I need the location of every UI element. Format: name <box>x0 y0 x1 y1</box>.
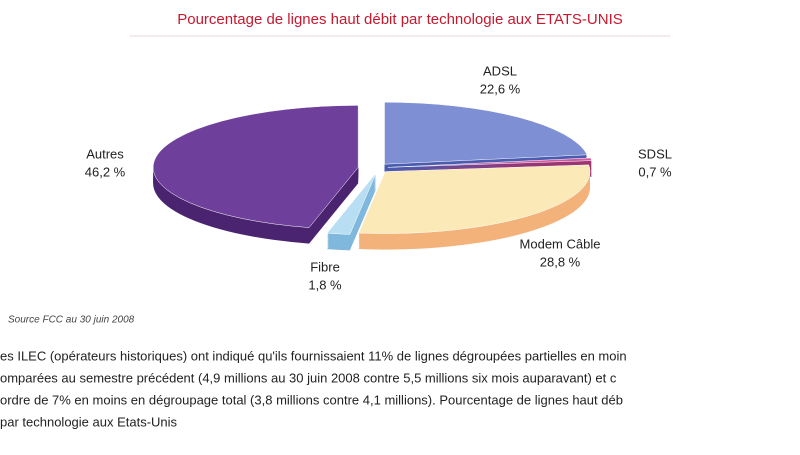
slice-label: ADSL <box>483 63 517 78</box>
chart-title: Pourcentage de lignes haut débit par tec… <box>177 11 623 28</box>
slice-label: Modem Câble <box>520 236 601 251</box>
slice-value-label: 46,2 % <box>85 164 126 179</box>
source: Source FCC au 30 juin 2008 <box>8 315 135 326</box>
body-line: es ILEC (opérateurs historiques) ont ind… <box>0 348 627 363</box>
pie-slice <box>326 172 377 235</box>
body-line: ordre de 7% en moins en dégroupage total… <box>0 392 623 407</box>
slice-value-label: 22,6 % <box>480 81 521 96</box>
slice-value-label: 28,8 % <box>540 254 581 269</box>
body-line: omparées au semestre précédent (4,9 mill… <box>0 370 617 385</box>
slice-label: Autres <box>86 146 124 161</box>
body-line: par technologie aux Etats-Unis <box>0 414 178 429</box>
pie-slice <box>387 157 593 168</box>
pie-slice <box>152 105 359 228</box>
pie-slice <box>384 101 588 165</box>
slice-label: SDSL <box>638 146 672 161</box>
slice-value-label: 0,7 % <box>638 164 672 179</box>
slice-label: Fibre <box>310 259 340 274</box>
slice-value-label: 1,8 % <box>308 277 342 292</box>
pie-slice <box>358 164 591 234</box>
